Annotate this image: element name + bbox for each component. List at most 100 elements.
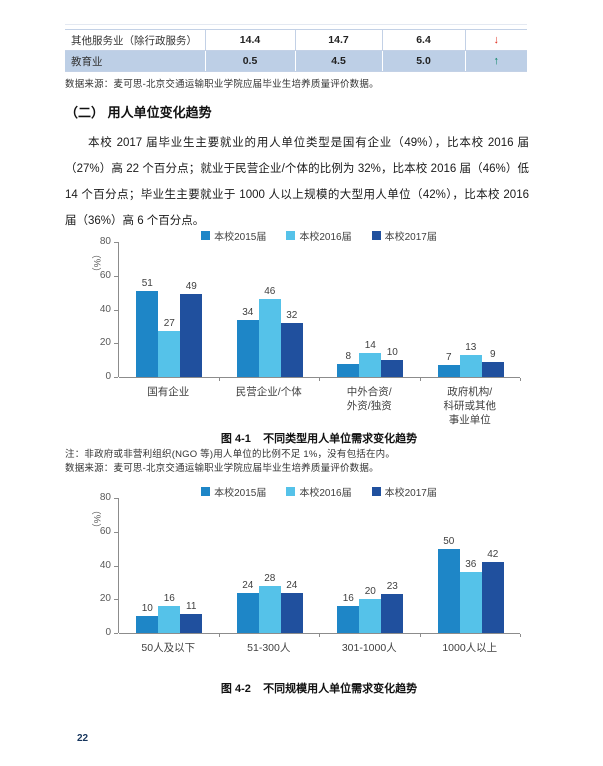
bar	[359, 353, 382, 377]
legend-swatch-icon	[201, 487, 211, 496]
x-axis-category-labels: 国有企业 民营企业/个体 中外合资/外资/独资 政府机构/科研或其他 事业单位	[118, 385, 520, 427]
table-row: 其他服务业（除行政服务） 14.4 14.7 6.4 ↓	[65, 29, 527, 51]
y-tick-label: 60	[99, 525, 111, 537]
bar-value-label: 34	[242, 306, 254, 318]
x-category-label: 民营企业/个体	[235, 386, 302, 398]
figure-title: 不同类型用人单位需求变化趋势	[263, 433, 418, 445]
bar-value-label: 9	[489, 348, 496, 360]
figure-number: 图 4-2	[220, 683, 251, 695]
legend-label: 本校2016届	[299, 232, 352, 243]
legend-item: 本校2016届	[286, 484, 352, 499]
bar-value-label: 50	[443, 535, 455, 547]
bar	[337, 606, 360, 633]
legend-swatch-icon	[286, 487, 296, 496]
legend-item: 本校2015届	[201, 484, 266, 499]
y-tick-label: 20	[99, 593, 111, 605]
figure-title: 不同规模用人单位需求变化趋势	[263, 683, 418, 695]
legend-label: 本校2017届	[384, 488, 437, 499]
y-tick-mark	[114, 498, 118, 499]
y-tick-mark	[114, 343, 118, 345]
bar-value-label: 16	[342, 593, 354, 604]
page-number: 22	[77, 733, 89, 744]
bar	[136, 616, 159, 633]
bar-column: 7	[437, 352, 460, 377]
bar	[437, 365, 460, 377]
bar	[481, 361, 504, 377]
chart-legend: 本校2015届 本校2016届 本校2017届	[118, 228, 520, 243]
x-tick-mark	[319, 634, 320, 637]
x-tick-mark	[218, 378, 220, 381]
y-tick-mark	[114, 377, 118, 378]
x-tick-mark	[520, 634, 521, 637]
bar	[280, 592, 303, 633]
y-tick-label: 0	[105, 627, 111, 638]
bar-value-label: 46	[264, 286, 276, 298]
bar-group: 10 16 11	[119, 498, 220, 633]
y-tick-mark	[114, 633, 118, 634]
bar	[459, 355, 482, 377]
x-category-label: 1000人以上	[442, 642, 498, 654]
bar-column: 10	[381, 347, 404, 377]
bar-value-label: 23	[386, 581, 398, 593]
legend-label: 本校2015届	[214, 488, 267, 499]
y-tick-mark	[114, 599, 118, 601]
bar	[236, 319, 259, 377]
chart-plot: （%） 10 16 11 24 28 24 16 20 23 50 36 42 0 20 40 60 80	[85, 492, 525, 638]
y-tick-mark	[114, 309, 118, 311]
bar-column: 10	[136, 603, 159, 633]
y-tick-mark	[114, 565, 118, 567]
chart-plot: （%） 51 27 49 34 46 32 8 14 10 7 13 9 0 20 40 60 80	[85, 236, 525, 382]
y-tick-mark	[114, 242, 118, 243]
table-cell-category: 教育业	[65, 50, 206, 72]
x-tick-mark	[419, 634, 421, 637]
trend-down-arrow-icon: ↓	[465, 29, 527, 51]
legend-item: 本校2015届	[201, 228, 266, 243]
bar-column: 49	[180, 281, 203, 377]
bar-group: 24 28 24	[220, 498, 321, 633]
bar-column: 36	[459, 559, 482, 633]
bar-groups: 10 16 11 24 28 24 16 20 23 50 36 42	[119, 498, 521, 633]
data-source-note: 数据来源：麦可思-北京交通运输职业学院应届毕业生培养质量评价数据。	[65, 463, 379, 474]
x-tick-mark	[520, 378, 521, 381]
bar	[359, 599, 382, 633]
y-tick-label: 0	[105, 371, 111, 382]
table-cell-value: 6.4	[382, 29, 466, 51]
bar-value-label: 24	[242, 579, 254, 591]
figure-number: 图 4-1	[220, 433, 251, 445]
bar-value-label: 28	[264, 572, 276, 584]
bar-value-label: 7	[445, 352, 452, 364]
bar-column: 24	[236, 579, 259, 633]
y-tick-label: 80	[99, 492, 111, 503]
bar	[381, 594, 404, 633]
bar-group: 50 36 42	[421, 498, 522, 633]
bar-value-label: 16	[163, 593, 175, 604]
x-tick-mark	[319, 378, 320, 381]
x-category-label: 50人及以下	[141, 642, 196, 654]
bar-value-label: 42	[487, 549, 499, 561]
bar	[158, 606, 181, 633]
bar-value-label: 20	[364, 586, 376, 598]
x-axis-line	[119, 377, 520, 378]
plot-area: 51 27 49 34 46 32 8 14 10 7 13 9	[118, 242, 521, 381]
bar	[280, 323, 303, 377]
bar-value-label: 49	[185, 281, 197, 293]
bar-chart-employer-type: 本校2015届 本校2016届 本校2017届 （%） 51 27 49 34 46 32 8 1…	[85, 228, 525, 445]
bar-column: 16	[158, 593, 181, 633]
bar-group: 51 27 49	[119, 242, 220, 377]
bar-column: 20	[359, 586, 382, 633]
bar-column: 8	[337, 350, 360, 377]
x-axis-category-labels: 50人及以下 51-300人 301-1000人 1000人以上	[118, 641, 520, 655]
figure-caption: 图 4-2 不同规模用人单位需求变化趋势	[118, 680, 520, 696]
bar-value-label: 27	[163, 318, 175, 330]
legend-swatch-icon	[201, 231, 211, 240]
bar	[258, 299, 281, 377]
bar	[180, 294, 203, 377]
trend-up-arrow-icon: ↑	[465, 50, 527, 72]
plot-area: 10 16 11 24 28 24 16 20 23 50 36 42	[118, 498, 521, 637]
x-category-label: 中外合资/外资/独资	[346, 386, 392, 412]
bar-value-label: 8	[345, 350, 352, 362]
bar-column: 50	[437, 535, 460, 633]
x-category-label: 国有企业	[147, 386, 190, 398]
legend-item: 本校2017届	[371, 228, 437, 243]
bar-column: 34	[236, 306, 259, 377]
